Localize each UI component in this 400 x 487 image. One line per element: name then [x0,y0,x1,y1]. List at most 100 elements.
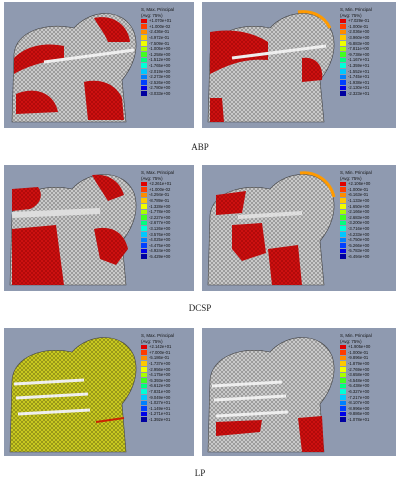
legend-swatch [340,389,346,395]
legend-value: -6.494e+00 [348,253,370,259]
legend-value: +2.106e+00 [348,181,371,187]
legend-value: -4.475e+00 [149,242,171,248]
legend-entry: +2.106e+00 [340,181,372,187]
legend-entry: -1.167e+01 [340,57,372,63]
legend-value: -9.886e+00 [348,411,370,417]
legend-value: -6.612e+00 [149,383,171,389]
legend-swatch [340,395,346,400]
legend-swatch [340,52,346,57]
legend-swatch [340,198,346,204]
legend-title: S, Max. Principal [141,333,174,338]
dcsp-min-principal-panel: S, Min. Principal (Avg: 75%) +2.106e+00-… [202,165,396,291]
legend-entry: -1.328e+00 [141,204,174,210]
legend-entry: -6.327e+00 [340,389,372,395]
legend-value: -2.780e+00 [149,85,171,91]
legend-swatch [141,232,147,237]
legend-entry: -2.036e+00 [340,29,372,35]
legend-swatch [340,91,346,96]
legend-entry: -8.107e+00 [340,400,372,406]
femur-mesh-model [9,174,137,286]
legend-entry: -4.233e+00 [340,232,372,238]
legend-value: -1.392e+01 [149,416,171,422]
legend-swatch [340,74,346,80]
legend-swatch [141,350,147,355]
legend-swatch [340,417,346,422]
legend-entry: +1.000e-02 [141,24,174,30]
legend-value: -9.896e-01 [348,355,369,361]
legend-value: -6.163e-01 [348,192,369,198]
legend-value: +2.142e+01 [149,344,172,350]
legend-swatch [141,226,147,232]
legend-swatch [141,69,147,74]
legend-entry: -3.200e+00 [340,220,372,226]
legend-entry: -4.924e+00 [141,248,174,254]
legend-entry: -9.886e+00 [340,411,372,417]
legend-value: -7.831e+00 [149,388,171,394]
legend-swatch [340,411,346,417]
legend-swatch [141,383,147,389]
legend-title: S, Min. Principal [340,170,372,175]
legend-value: -4.294e-01 [149,192,170,198]
legend-swatch [141,417,147,422]
legend-value: -9.049e+00 [149,394,171,400]
legend-rows: +1.070e+01 +1.000e-02 -2.436e-01 -4.972e-01… [141,18,174,96]
legend-swatch [141,35,147,41]
legend-swatch [340,80,346,85]
legend-entry: -1.737e+00 [141,361,174,367]
legend-entry: -2.019e+00 [141,69,174,75]
legend-entry: -1.745e+01 [340,74,372,80]
legend-value: -3.658e+00 [348,372,370,378]
legend-entry: +2.261e+01 [141,181,174,187]
row-label-abp: ABP [191,142,209,152]
legend-entry: -1.027e+01 [141,400,174,406]
legend-subtitle: (Avg: 75%) [340,338,362,344]
stress-legend: S, Max. Principal (Avg: 75%) +1.070e+01 +… [141,7,174,97]
legend-entry: -2.130e+01 [340,85,372,91]
legend-swatch [340,69,346,74]
legend-subtitle: (Avg: 75%) [141,12,163,18]
legend-swatch [340,372,346,378]
legend-entry: -4.175e+00 [141,372,174,378]
legend-entry: -1.778e+00 [141,209,174,215]
legend-entry: -9.738e+00 [340,52,372,58]
lp-min-principal-panel: S, Min. Principal (Avg: 75%) +1.905e+00-… [202,328,396,456]
legend-entry: -1.512e+00 [141,57,174,63]
legend-swatch [141,204,147,209]
legend-value: -3.960e+00 [348,34,370,40]
legend-entry: -3.658e+00 [340,372,372,378]
legend-value: -5.186e-01 [149,355,170,361]
legend-value: -8.996e+00 [348,405,370,411]
legend-swatch [340,220,346,226]
legend-entry: -2.227e+00 [141,215,174,221]
legend-entry: -1.392e+01 [141,417,174,423]
legend-value: -3.126e+00 [149,225,171,231]
legend-value: -5.783e+00 [348,248,370,254]
legend-value: -2.677e+00 [149,220,171,226]
legend-entry: -9.896e-01 [340,355,372,361]
legend-entry: -5.186e-01 [141,355,174,361]
legend-value: -1.879e+00 [348,360,370,366]
legend-swatch [141,254,147,259]
legend-value: +1.000e-02 [149,186,171,192]
legend-subtitle: (Avg: 75%) [141,175,163,181]
legend-entry: -4.475e+00 [141,243,174,249]
legend-value: -2.436e-01 [149,29,170,35]
legend-swatch [340,63,346,69]
legend-entry: -3.960e+00 [340,35,372,41]
legend-swatch [340,232,346,237]
legend-swatch [141,406,147,411]
legend-value: +7.000e-01 [149,349,171,355]
legend-swatch [340,192,346,198]
legend-entry: -6.494e+00 [340,254,372,260]
legend-swatch [141,400,147,406]
legend-value: -1.000e-01 [348,186,369,192]
femur-mesh-model [207,10,335,123]
femur-mesh-model [9,337,137,453]
legend-value: -4.548e+00 [348,377,370,383]
legend-swatch [340,378,346,383]
legend-entry: -4.750e+00 [340,237,372,243]
legend-entry: -3.716e+00 [340,226,372,232]
legend-entry: -5.266e+00 [340,243,372,249]
legend-entry: -6.612e+00 [141,383,174,389]
legend-value: -1.328e+00 [149,203,171,209]
